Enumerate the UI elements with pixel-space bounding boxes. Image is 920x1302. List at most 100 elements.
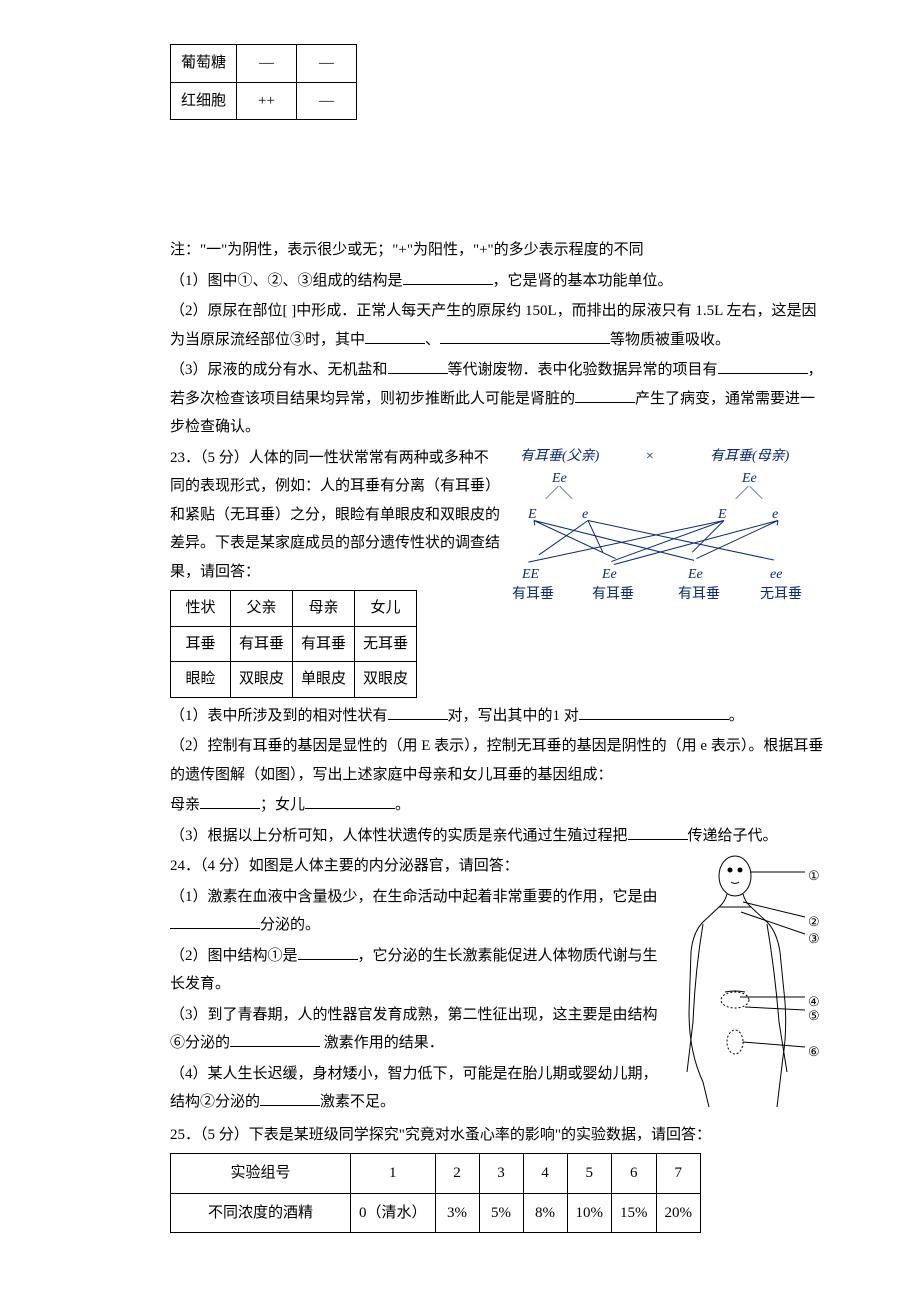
cell-value: 3 <box>479 1154 523 1194</box>
q-text: 分泌的。 <box>260 917 320 933</box>
blank <box>365 329 425 344</box>
body-svg <box>675 852 830 1112</box>
q-text: （3）尿液的成分有水、无机盐和 <box>170 362 388 378</box>
q-text: 。 <box>395 797 410 813</box>
body-label: ⑥ <box>808 1040 820 1065</box>
q-text: 母亲 <box>170 797 200 813</box>
cell-header: 父亲 <box>231 591 293 627</box>
q-text: 对，写出其中的1 对 <box>448 708 579 724</box>
blank <box>260 1091 320 1106</box>
blank <box>440 329 610 344</box>
cell-value: 有耳垂 <box>293 626 355 662</box>
diagram-branch: ／＼ <box>735 482 763 509</box>
q23-2: （2）控制有耳垂的基因是显性的（用 E 表示），控制无耳垂的基因是阴性的（用 e… <box>170 732 830 789</box>
body-label: ⑤ <box>808 1004 820 1029</box>
cell-value: 单眼皮 <box>293 662 355 698</box>
cell-header: 女儿 <box>355 591 417 627</box>
q-text: （1）图中①、②、③组成的结构是 <box>170 273 403 289</box>
q-text: （1）表中所涉及到的相对性状有 <box>170 708 388 724</box>
q-text: 等代谢废物．表中化验数据异常的项目有 <box>448 362 718 378</box>
diagram-label: 有耳垂 <box>678 582 720 609</box>
cell-value: 5 <box>567 1154 612 1194</box>
diagram-label: × <box>645 444 654 471</box>
q-text: （2）控制有耳垂的基因是显性的（用 E 表示），控制无耳垂的基因是阴性的（用 e… <box>170 738 823 783</box>
genetics-diagram: 有耳垂(父亲) × 有耳垂(母亲) Ee Ee ／＼ ／＼ E e E e EE… <box>510 444 830 604</box>
urine-test-table: 葡萄糖 — — 红细胞 ++ — <box>170 44 357 120</box>
cell-value: — <box>297 82 357 120</box>
diagram-label: 无耳垂 <box>760 582 802 609</box>
q-text: （2）图中结构①是 <box>170 948 298 964</box>
diagram-label: 有耳垂 <box>512 582 554 609</box>
q23-1: （1）表中所涉及到的相对性状有 对，写出其中的1 对 。 <box>170 702 830 731</box>
blank <box>298 945 358 960</box>
body-diagram: ① ② ③ ④ ⑤ ⑥ <box>675 852 830 1112</box>
cell-value: 眼睑 <box>171 662 231 698</box>
q-text: 激素不足。 <box>320 1094 395 1110</box>
cell-label: 实验组号 <box>171 1154 351 1194</box>
q-text: 、 <box>425 332 440 348</box>
cell-value: 耳垂 <box>171 626 231 662</box>
q-text: ；女儿 <box>260 797 305 813</box>
q-text: （3）根据以上分析可知，人体性状遗传的实质是亲代通过生殖过程把 <box>170 828 628 844</box>
cell-value: — <box>237 45 297 83</box>
cell-value: 10% <box>567 1193 612 1233</box>
trait-table: 性状 父亲 母亲 女儿 耳垂 有耳垂 有耳垂 无耳垂 眼睑 双眼皮 单眼皮 双眼… <box>170 590 417 698</box>
q-text: （1）激素在血液中含量极少，在生命活动中起着非常重要的作用，它是由 <box>170 889 658 905</box>
cell-value: 8% <box>523 1193 567 1233</box>
body-label: ③ <box>808 927 820 952</box>
q-text: ，它是肾的基本功能单位。 <box>493 273 673 289</box>
cell-value: 6 <box>612 1154 657 1194</box>
q23-2b: 母亲 ；女儿 。 <box>170 791 830 820</box>
question-1: （1）图中①、②、③组成的结构是 ，它是肾的基本功能单位。 <box>170 267 830 296</box>
cell-value: 7 <box>656 1154 701 1194</box>
cell-value: 3% <box>435 1193 479 1233</box>
blank <box>230 1032 320 1047</box>
cell-header: 性状 <box>171 591 231 627</box>
note-text: 注："一"为阴性，表示很少或无；"+"为阳性，"+"的多少表示程度的不同 <box>170 236 830 265</box>
experiment-table: 实验组号 1 2 3 4 5 6 7 不同浓度的酒精 0（清水） 3% 5% 8… <box>170 1153 701 1233</box>
cell-value: 有耳垂 <box>231 626 293 662</box>
cell-label: 葡萄糖 <box>171 45 237 83</box>
body-label: ① <box>808 864 820 889</box>
cell-value: ++ <box>237 82 297 120</box>
q23-stem: 23．（5 分）人体的同一性状常常有两种或多种不同的表现形式，例如：人的耳垂有分… <box>170 450 500 580</box>
blank <box>388 705 448 720</box>
blank <box>200 794 260 809</box>
question-3: （3）尿液的成分有水、无机盐和等代谢废物．表中化验数据异常的项目有，若多次检查该… <box>170 356 830 442</box>
q-text: 激素作用的结果． <box>320 1035 444 1051</box>
question-2: （2）原尿在部位[ ]中形成．正常人每天产生的原尿约 150L，而排出的尿液只有… <box>170 297 830 354</box>
blank <box>170 914 260 929</box>
q25-stem: 25．（5 分）下表是某班级同学探究"究竟对水蚤心率的影响"的实验数据，请回答： <box>170 1121 830 1150</box>
q-text: 传递给子代。 <box>688 828 778 844</box>
cell-value: 2 <box>435 1154 479 1194</box>
cell-header: 母亲 <box>293 591 355 627</box>
blank <box>388 359 448 374</box>
diagram-branch: ／＼ <box>545 482 573 509</box>
blank <box>628 825 688 840</box>
cell-value: 双眼皮 <box>355 662 417 698</box>
q-text: 。 <box>729 708 744 724</box>
diagram-label: 有耳垂 <box>592 582 634 609</box>
q-text: （4）某人生长迟缓，身材矮小，智力低下，可能是在胎儿期或婴幼儿期，结构②分泌的 <box>170 1066 658 1111</box>
blank <box>403 270 493 285</box>
cell-value: — <box>297 45 357 83</box>
blank <box>305 794 395 809</box>
cell-value: 双眼皮 <box>231 662 293 698</box>
cell-value: 15% <box>612 1193 657 1233</box>
spacer <box>170 124 830 234</box>
cell-value: 5% <box>479 1193 523 1233</box>
blank <box>575 388 635 403</box>
cell-value: 1 <box>351 1154 436 1194</box>
q23-block: 有耳垂(父亲) × 有耳垂(母亲) Ee Ee ／＼ ／＼ E e E e EE… <box>170 444 830 731</box>
cell-value: 4 <box>523 1154 567 1194</box>
cell-value: 20% <box>656 1193 701 1233</box>
cell-value: 0（清水） <box>351 1193 436 1233</box>
cell-label: 红细胞 <box>171 82 237 120</box>
q24-block: ① ② ③ ④ ⑤ ⑥ 24．（4 分）如图是人体主要的内分泌器官，请回答： （… <box>170 852 830 1119</box>
blank <box>579 705 729 720</box>
q23-3: （3）根据以上分析可知，人体性状遗传的实质是亲代通过生殖过程把 传递给子代。 <box>170 822 830 851</box>
q-text: 等物质被重吸收。 <box>610 332 730 348</box>
blank <box>718 359 808 374</box>
cell-label: 不同浓度的酒精 <box>171 1193 351 1233</box>
cell-value: 无耳垂 <box>355 626 417 662</box>
